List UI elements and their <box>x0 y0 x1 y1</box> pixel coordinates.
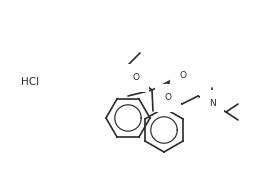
Text: O: O <box>165 93 171 103</box>
Text: O: O <box>132 74 139 82</box>
Text: N: N <box>209 100 215 108</box>
Text: O: O <box>179 72 186 80</box>
Text: HCl: HCl <box>21 77 39 87</box>
